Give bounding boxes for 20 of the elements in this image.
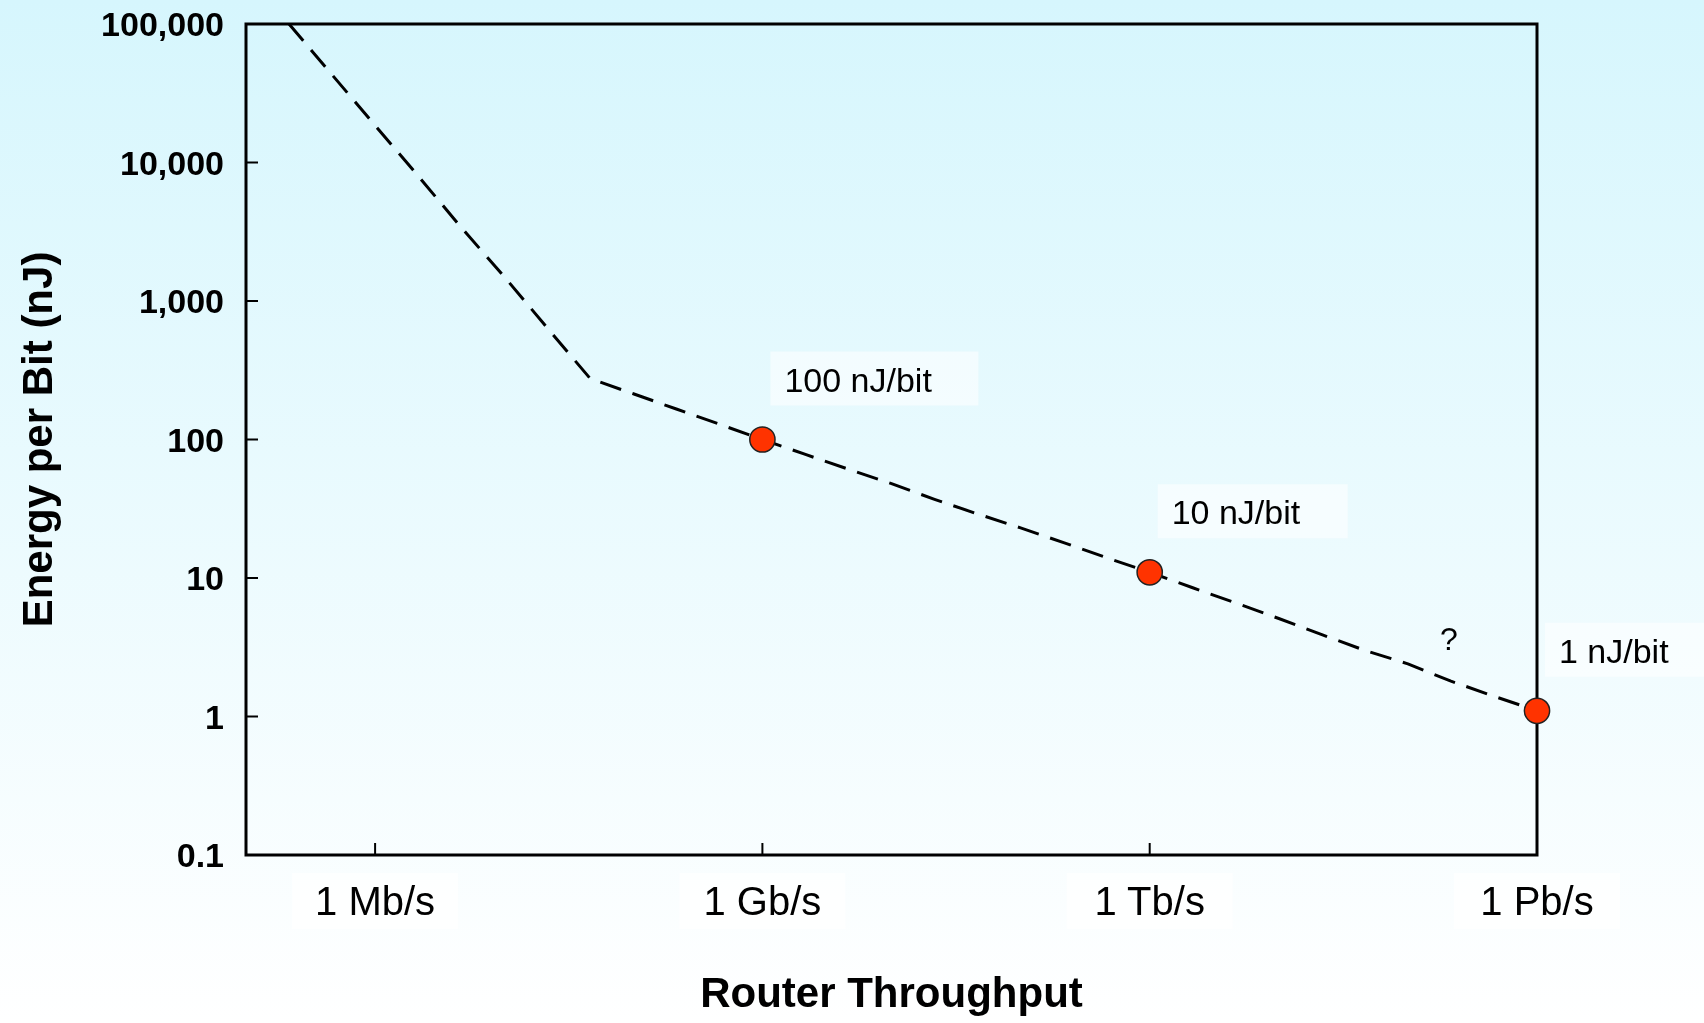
x-tick-label: 1 Mb/s	[315, 879, 436, 923]
x-tick-label: 1 Gb/s	[703, 879, 822, 923]
y-tick-label: 10	[186, 559, 224, 597]
y-tick-label: 1	[205, 697, 224, 736]
annotation: 1 nJ/bit	[1559, 631, 1670, 670]
y-tick-label: 1,000	[138, 282, 224, 320]
point	[749, 426, 776, 453]
annotation: ?	[1440, 621, 1458, 657]
y-axis-title: Energy per Bit (nJ)	[14, 251, 61, 628]
point	[1136, 558, 1164, 586]
annotation: 10 nJ/bit	[1171, 493, 1301, 532]
x-tick-label: 1 Tb/s	[1094, 879, 1205, 923]
y-tick-label: 10,000	[120, 143, 224, 182]
annotation: 100 nJ/bit	[784, 360, 933, 399]
y-tick-label: 100,000	[101, 5, 224, 43]
y-tick-label: 0.1	[176, 836, 224, 874]
y-tick-label: 100	[167, 420, 224, 459]
point	[1523, 697, 1551, 725]
x-axis-title: Router Throughput	[700, 969, 1083, 1016]
x-tick-label: 1 Pb/s	[1480, 879, 1594, 923]
